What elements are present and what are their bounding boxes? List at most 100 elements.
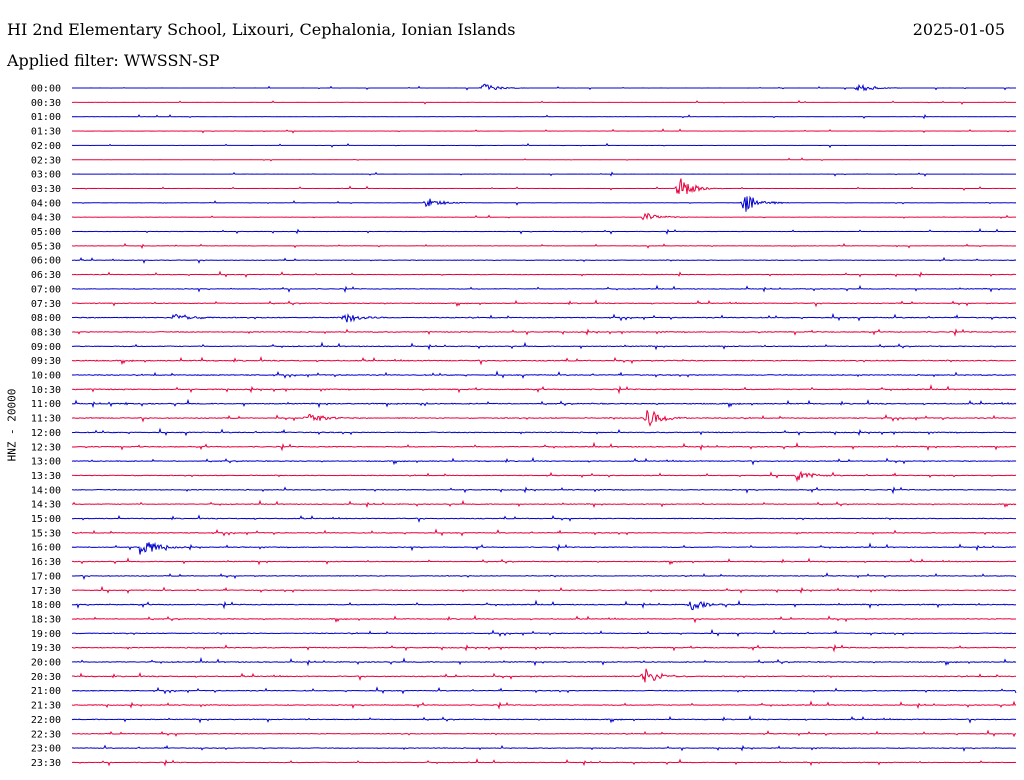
trace-line	[71, 441, 1017, 452]
trace-line	[71, 427, 1017, 437]
row-time-label: 19:30	[31, 643, 61, 654]
row-time-label: 21:30	[31, 701, 61, 712]
row-time-label: 18:00	[31, 600, 61, 611]
trace-line	[71, 514, 1017, 523]
row-time-label: 11:00	[31, 399, 61, 410]
trace-line	[71, 242, 1017, 249]
trace-line	[71, 499, 1017, 509]
trace-line	[71, 256, 1017, 264]
filter-label: Applied filter: WWSSN-SP	[7, 51, 220, 70]
trace-line	[71, 585, 1017, 594]
row-time-label: 01:30	[31, 127, 61, 138]
row-time-label: 07:30	[31, 299, 61, 310]
row-time-label: 16:00	[31, 543, 61, 554]
trace-line	[71, 142, 1016, 149]
row-time-label: 12:30	[31, 442, 61, 453]
trace-line	[71, 228, 1017, 235]
trace-line	[71, 113, 1017, 120]
row-time-label: 00:00	[31, 84, 61, 95]
row-time-label: 12:00	[31, 428, 61, 439]
trace-line	[71, 284, 1017, 293]
trace-line	[71, 356, 1017, 366]
trace-line	[71, 128, 1017, 134]
trace-line	[71, 171, 1016, 177]
trace-line	[71, 744, 1017, 752]
trace-line	[71, 628, 1017, 637]
row-time-label: 18:30	[31, 614, 61, 625]
trace-line	[71, 299, 1017, 308]
trace-line	[71, 528, 1017, 537]
row-time-label: 08:30	[31, 327, 61, 338]
trace-line	[71, 668, 1017, 683]
row-time-label: 03:00	[31, 170, 61, 181]
trace-line	[71, 700, 1017, 710]
row-time-label: 05:00	[31, 227, 61, 238]
trace-line	[71, 83, 1017, 92]
trace-line	[71, 410, 1017, 427]
row-time-label: 11:30	[31, 414, 61, 425]
trace-line	[71, 686, 1017, 695]
trace-line	[71, 312, 1017, 323]
trace-line	[71, 328, 1017, 337]
row-time-label: 22:30	[31, 729, 61, 740]
row-time-label: 02:30	[31, 155, 61, 166]
row-time-label: 17:00	[31, 571, 61, 582]
trace-line	[71, 656, 1017, 667]
row-time-label: 20:30	[31, 672, 61, 683]
date-label: 2025-01-05	[912, 20, 1005, 39]
row-time-label: 02:00	[31, 141, 61, 152]
row-time-label: 00:30	[31, 98, 61, 109]
trace-line	[71, 572, 1017, 581]
trace-line	[71, 541, 1017, 555]
row-time-label: 09:30	[31, 356, 61, 367]
row-time-label: 14:30	[31, 500, 61, 511]
row-time-label: 10:30	[31, 385, 61, 396]
trace-line	[71, 270, 1017, 278]
trace-line	[71, 212, 1017, 221]
trace-line	[71, 383, 1017, 395]
row-time-label: 15:00	[31, 514, 61, 525]
row-time-label: 07:00	[31, 284, 61, 295]
row-time-label: 19:00	[31, 629, 61, 640]
row-time-label: 22:00	[31, 715, 61, 726]
row-time-label: 03:30	[31, 184, 61, 195]
row-time-label: 09:00	[31, 342, 61, 353]
row-time-label: 04:00	[31, 198, 61, 209]
trace-line	[71, 715, 1017, 724]
row-time-label: 20:00	[31, 658, 61, 669]
row-time-label: 15:30	[31, 528, 61, 539]
trace-line	[71, 729, 1017, 738]
row-time-label: 08:00	[31, 313, 61, 324]
trace-line	[71, 195, 1017, 212]
trace-line	[71, 486, 1017, 495]
row-time-label: 05:30	[31, 241, 61, 252]
trace-line	[71, 758, 1017, 767]
trace-line	[71, 643, 1017, 653]
trace-line	[71, 341, 1017, 351]
row-time-label: 13:30	[31, 471, 61, 482]
station-title: HI 2nd Elementary School, Lixouri, Cepha…	[7, 20, 516, 39]
row-time-label: 01:00	[31, 112, 61, 123]
trace-line	[71, 456, 1017, 466]
trace-line	[71, 99, 1017, 105]
row-time-label: 16:30	[31, 557, 61, 568]
trace-line	[71, 557, 1017, 566]
trace-line	[71, 614, 1017, 624]
row-time-label: 21:00	[31, 686, 61, 697]
row-time-label: 23:00	[31, 744, 61, 755]
trace-line	[71, 370, 1017, 379]
row-time-label: 06:00	[31, 256, 61, 267]
row-time-label: 10:00	[31, 371, 61, 382]
row-time-label: 23:30	[31, 758, 61, 769]
trace-line	[71, 157, 1017, 162]
row-time-label: 06:30	[31, 270, 61, 281]
row-time-label: 04:30	[31, 213, 61, 224]
row-time-label: 17:30	[31, 586, 61, 597]
trace-line	[71, 599, 1017, 611]
row-time-label: 14:00	[31, 485, 61, 496]
trace-line	[71, 398, 1017, 409]
trace-line	[71, 178, 1017, 195]
trace-line	[71, 470, 1017, 483]
row-time-label: 13:00	[31, 457, 61, 468]
